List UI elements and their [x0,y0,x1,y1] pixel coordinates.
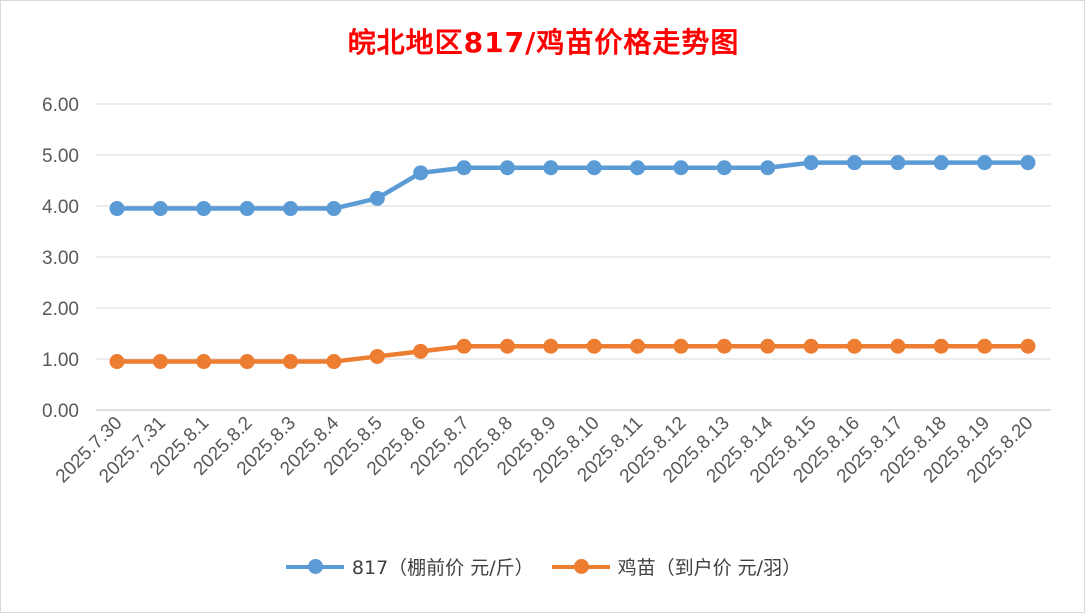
data-point-1 [499,338,515,354]
data-point-0 [369,190,385,206]
y-tick-label: 4.00 [42,197,79,218]
data-point-1 [456,338,472,354]
data-point-1 [1020,338,1036,354]
legend-item-chick[interactable]: 鸡苗（到户价 元/羽） [551,553,802,580]
data-point-0 [586,160,602,176]
data-point-0 [890,155,906,171]
legend-marker-817 [285,558,344,574]
data-point-0 [760,160,776,176]
data-point-0 [673,160,689,176]
data-point-0 [716,160,732,176]
data-point-1 [630,338,646,354]
data-point-0 [456,160,472,176]
data-point-1 [586,338,602,354]
data-point-1 [716,338,732,354]
data-point-1 [673,338,689,354]
data-point-0 [239,201,255,217]
data-point-0 [152,201,168,217]
data-point-0 [630,160,646,176]
y-tick-label: 6.00 [42,95,79,116]
data-point-1 [196,354,212,370]
data-point-0 [1020,155,1036,171]
data-point-1 [543,338,559,354]
data-point-1 [369,348,385,364]
data-point-1 [890,338,906,354]
y-tick-label: 1.00 [42,350,79,371]
data-point-1 [283,354,299,370]
legend-label-chick: 鸡苗（到户价 元/羽） [617,557,802,579]
data-point-0 [846,155,862,171]
data-point-1 [152,354,168,370]
legend: 817（棚前价 元/斤） 鸡苗（到户价 元/羽） [1,553,1085,580]
data-point-0 [283,201,299,217]
y-tick-label: 5.00 [42,146,79,167]
data-point-1 [933,338,949,354]
y-tick-label: 2.00 [42,299,79,320]
data-point-0 [933,155,949,171]
data-point-0 [413,165,429,181]
y-tick-label: 0.00 [42,401,79,422]
legend-item-817[interactable]: 817（棚前价 元/斤） [285,553,534,580]
data-point-1 [803,338,819,354]
y-tick-label: 3.00 [42,248,79,269]
data-point-0 [109,201,125,217]
data-point-0 [499,160,515,176]
legend-label-817: 817（棚前价 元/斤） [351,557,534,579]
data-point-1 [326,354,342,370]
data-point-0 [196,201,212,217]
data-point-1 [846,338,862,354]
data-point-1 [239,354,255,370]
data-point-0 [977,155,993,171]
data-point-1 [413,343,429,359]
series-line-0 [114,160,1031,211]
data-point-0 [543,160,559,176]
data-point-0 [326,201,342,217]
data-point-1 [760,338,776,354]
series-line-1 [114,344,1031,364]
chart-title: 皖北地区817/鸡苗价格走势图 [347,26,740,59]
legend-marker-chick [551,558,610,574]
data-point-1 [977,338,993,354]
data-point-0 [803,155,819,171]
data-point-1 [109,354,125,370]
